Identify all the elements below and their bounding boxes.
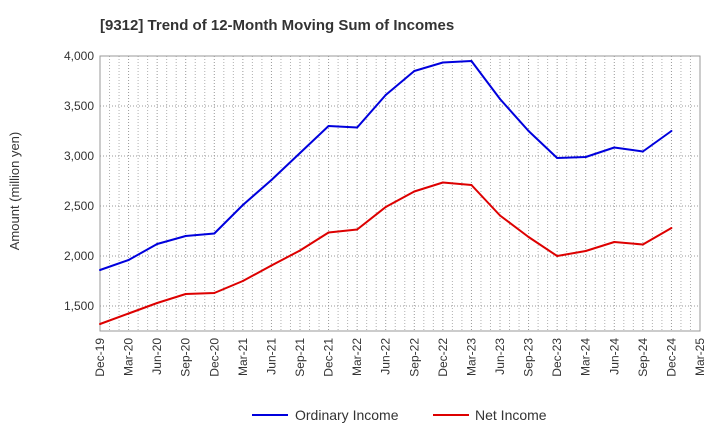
data-point-net-income	[127, 312, 130, 315]
data-point-net-income	[499, 214, 501, 217]
x-tick-label: Dec-24	[664, 338, 678, 377]
data-point-net-income	[299, 249, 301, 252]
x-tick-label: Dec-21	[322, 338, 336, 377]
data-point-ordinary-income	[270, 179, 273, 181]
data-point-net-income	[384, 206, 387, 208]
x-tick-label: Mar-20	[122, 338, 136, 376]
data-point-net-income	[527, 236, 530, 238]
data-point-net-income	[99, 323, 101, 325]
x-tick-label: Jun-24	[607, 338, 621, 375]
data-point-ordinary-income	[213, 232, 216, 235]
x-tick-label: Jun-23	[493, 338, 507, 375]
data-point-ordinary-income	[670, 130, 673, 132]
data-point-ordinary-income	[327, 125, 330, 127]
data-point-ordinary-income	[384, 94, 387, 96]
y-axis-label: Amount (million yen)	[7, 132, 22, 251]
x-tick-label: Jun-20	[150, 338, 164, 375]
data-point-net-income	[470, 184, 473, 186]
series-layer	[99, 60, 673, 325]
data-point-ordinary-income	[356, 126, 359, 129]
data-point-net-income	[213, 292, 216, 294]
x-tick-label: Sep-21	[293, 338, 307, 377]
grid-layer	[99, 55, 701, 331]
x-tick-label: Dec-19	[93, 338, 107, 377]
data-point-ordinary-income	[127, 259, 130, 261]
y-tick-label: 2,500	[64, 199, 94, 213]
x-tick-label: Mar-22	[350, 338, 364, 376]
x-tick-label: Mar-21	[236, 338, 250, 376]
data-point-ordinary-income	[441, 61, 444, 64]
data-point-ordinary-income	[641, 150, 644, 153]
y-tick-label: 3,500	[64, 99, 94, 113]
data-point-ordinary-income	[241, 204, 244, 206]
data-point-net-income	[184, 293, 187, 295]
x-tick-label: Dec-23	[550, 338, 564, 377]
data-point-net-income	[327, 231, 330, 234]
data-point-ordinary-income	[499, 98, 501, 100]
x-tick-label: Sep-20	[179, 338, 193, 377]
x-tick-label: Dec-22	[436, 338, 450, 377]
x-tick-label: Mar-23	[464, 338, 478, 376]
data-point-net-income	[241, 280, 244, 282]
x-tick-label: Sep-23	[522, 338, 536, 377]
data-point-net-income	[413, 190, 416, 193]
data-point-net-income	[156, 302, 159, 304]
legend: Ordinary Income Net Income	[252, 407, 547, 423]
y-tick-label: 3,000	[64, 149, 94, 163]
data-point-net-income	[270, 264, 273, 267]
x-tick-label: Mar-25	[693, 338, 707, 376]
data-point-ordinary-income	[99, 269, 101, 271]
x-tick-label: Dec-20	[207, 338, 221, 377]
data-point-ordinary-income	[613, 146, 616, 149]
data-point-net-income	[356, 228, 359, 231]
x-tick-label: Jun-21	[264, 338, 278, 375]
x-tick-label: Jun-22	[379, 338, 393, 375]
chart-title: [9312] Trend of 12-Month Moving Sum of I…	[100, 17, 454, 34]
data-point-net-income	[641, 243, 644, 246]
data-point-net-income	[613, 241, 616, 243]
data-point-ordinary-income	[527, 130, 530, 132]
data-point-ordinary-income	[156, 243, 159, 245]
data-point-ordinary-income	[470, 60, 473, 62]
legend-label-net-income: Net Income	[475, 407, 547, 423]
data-point-net-income	[556, 255, 559, 257]
data-point-net-income	[670, 227, 673, 229]
y-tick-label: 2,000	[64, 249, 94, 263]
data-point-net-income	[441, 181, 444, 184]
data-point-ordinary-income	[556, 157, 559, 159]
y-tick-label: 1,500	[64, 299, 94, 313]
x-tick-label: Sep-24	[636, 338, 650, 377]
tick-layer: 1,500 2,000 2,500 3,000 3,500 4,000 Dec-19 Mar-…	[64, 49, 707, 377]
data-point-ordinary-income	[299, 152, 301, 154]
data-point-net-income	[584, 250, 587, 252]
data-point-ordinary-income	[413, 70, 416, 72]
x-tick-label: Sep-22	[407, 338, 421, 377]
x-tick-label: Mar-24	[579, 338, 593, 376]
data-point-ordinary-income	[184, 235, 187, 237]
data-point-ordinary-income	[584, 156, 587, 158]
plot-frame	[99, 55, 701, 332]
y-tick-label: 4,000	[64, 49, 94, 63]
legend-label-ordinary-income: Ordinary Income	[295, 407, 399, 423]
